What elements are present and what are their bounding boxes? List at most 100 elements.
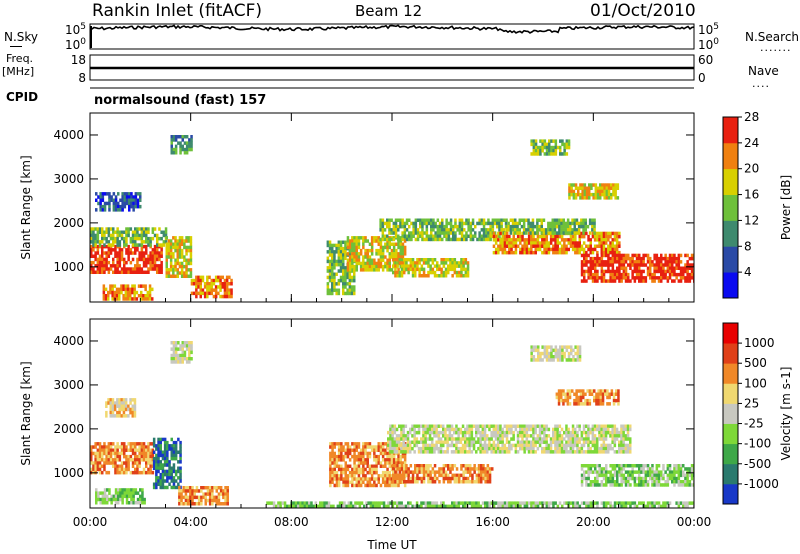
data-cell: [449, 476, 452, 481]
data-cell: [174, 444, 178, 448]
data-cell: [114, 451, 117, 456]
data-cell: [118, 230, 122, 234]
data-cell: [208, 502, 212, 506]
data-cell: [326, 250, 330, 254]
data-cell: [393, 430, 397, 435]
data-cell: [370, 248, 374, 253]
data-cell: [552, 234, 555, 239]
data-cell: [501, 427, 504, 432]
data-cell: [436, 224, 440, 229]
data-cell: [552, 427, 555, 432]
data-cell: [169, 274, 173, 278]
data-cell: [337, 483, 341, 488]
data-cell: [384, 245, 387, 250]
data-cell: [556, 244, 559, 248]
data-cell: [174, 135, 178, 139]
data-cell: [416, 261, 419, 265]
data-cell: [148, 297, 152, 301]
data-cell: [429, 264, 432, 268]
data-cell: [605, 464, 608, 468]
data-cell: [366, 458, 369, 462]
data-cell: [409, 430, 412, 435]
data-cell: [118, 445, 122, 449]
data-cell: [445, 224, 448, 229]
data-cell: [393, 446, 397, 451]
data-cell: [591, 279, 595, 283]
data-cell: [384, 458, 387, 462]
data-cell: [474, 224, 477, 229]
data-cell: [156, 254, 159, 258]
data-cell: [163, 479, 167, 483]
data-cell: [598, 260, 601, 264]
data-cell: [131, 270, 135, 274]
data-cell: [129, 445, 133, 449]
data-cell: [163, 447, 167, 451]
data-cell: [111, 401, 115, 405]
data-cell: [545, 142, 549, 147]
data-cell: [556, 434, 559, 438]
data-cell: [429, 480, 432, 484]
data-cell: [469, 221, 473, 226]
data-cell: [95, 501, 98, 505]
data-cell: [353, 236, 356, 240]
data-cell: [333, 461, 336, 465]
data-cell: [134, 467, 137, 472]
data-cell: [151, 267, 155, 271]
data-cell: [514, 424, 518, 428]
data-cell: [429, 473, 432, 478]
data-cell: [446, 434, 449, 438]
data-cell: [101, 244, 104, 249]
data-cell: [183, 135, 187, 139]
data-cell: [346, 445, 350, 449]
data-cell: [353, 278, 356, 283]
data-cell: [461, 430, 465, 435]
data-cell: [464, 476, 468, 481]
data-cell: [211, 486, 214, 490]
data-cell: [580, 244, 584, 248]
data-cell: [387, 437, 390, 441]
data-cell: [607, 196, 611, 200]
data-cell: [140, 257, 144, 262]
data-cell: [136, 491, 140, 495]
data-cell: [90, 467, 93, 472]
data-cell: [587, 247, 590, 252]
data-cell: [151, 251, 155, 255]
data-cell: [174, 360, 178, 364]
data-cell: [468, 427, 471, 432]
data-cell: [123, 204, 127, 209]
data-cell: [123, 230, 126, 234]
data-cell: [609, 430, 612, 435]
data-cell: [187, 274, 190, 278]
data-cell: [490, 424, 493, 428]
data-cell: [133, 410, 137, 415]
data-cell: [116, 236, 119, 241]
data-cell: [383, 234, 387, 238]
data-cell: [585, 244, 588, 248]
data-cell: [208, 275, 211, 280]
data-cell: [331, 262, 334, 267]
data-cell: [339, 262, 343, 267]
data-cell: [462, 274, 465, 278]
data-cell: [447, 264, 450, 268]
data-cell: [101, 451, 104, 456]
data-cell: [329, 451, 332, 456]
data-cell: [350, 288, 354, 292]
data-cell: [479, 443, 482, 448]
data-cell: [433, 258, 437, 262]
data-cell: [161, 450, 165, 454]
data-cell: [366, 252, 369, 256]
data-cell: [653, 266, 656, 270]
data-cell: [474, 234, 477, 238]
data-cell: [118, 297, 121, 301]
data-cell: [470, 440, 474, 444]
data-cell: [366, 442, 369, 446]
data-cell: [131, 461, 135, 465]
data-cell: [116, 260, 119, 265]
data-cell: [469, 237, 473, 242]
data-cell: [530, 446, 533, 451]
data-cell: [125, 198, 129, 202]
data-cell: [159, 472, 162, 477]
data-cell: [112, 204, 116, 209]
data-cell: [379, 248, 383, 253]
data-cell: [527, 443, 531, 448]
